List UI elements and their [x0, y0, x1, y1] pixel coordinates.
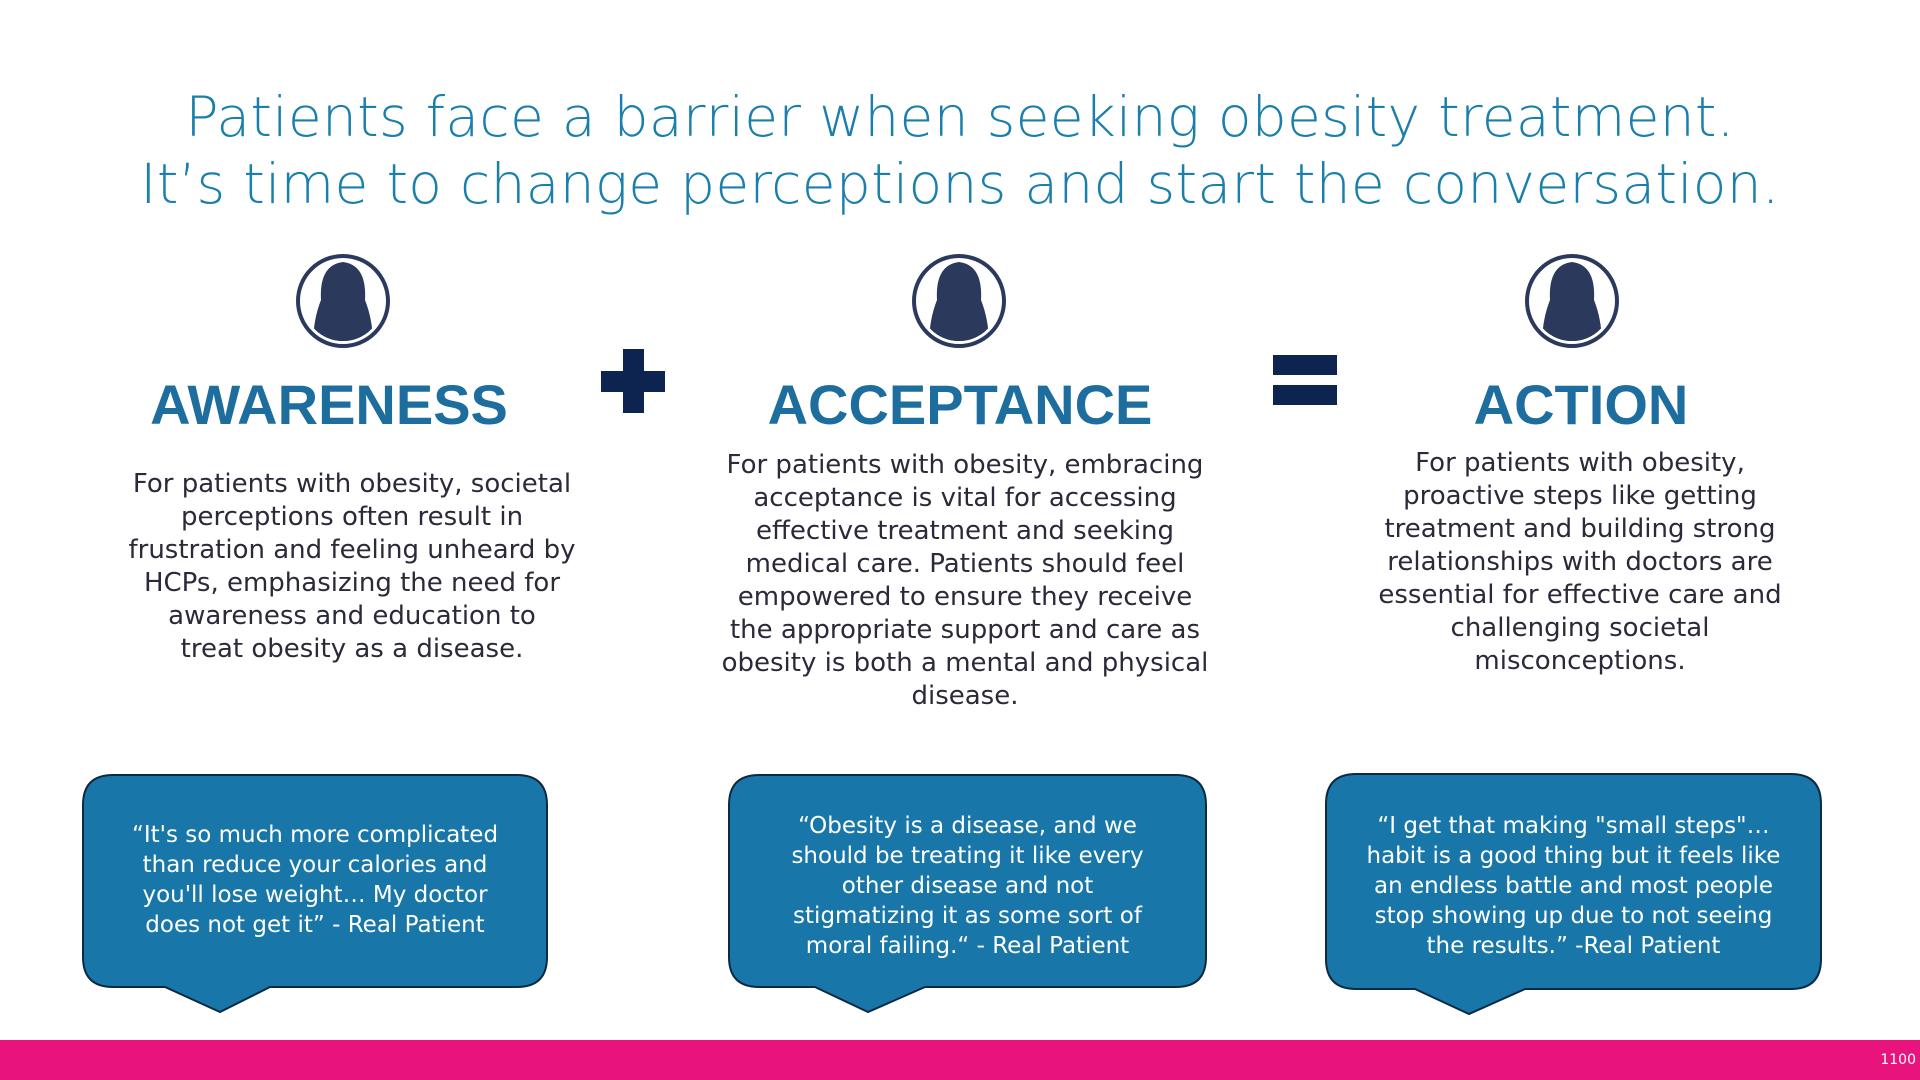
column-body: For patients with obesity, proactive step… — [1300, 447, 1860, 678]
body-line: For patients with obesity, — [1415, 448, 1745, 478]
body-line: For patients with obesity, societal — [132, 469, 572, 499]
title-line: Patients face a barrier when seeking obe… — [185, 85, 1735, 149]
patient-quote: “It's so much more complicated than reduc… — [113, 820, 517, 940]
body-line: treat obesity as a disease. — [180, 634, 524, 664]
body-line: perceptions often result in — [180, 502, 524, 532]
quote-line: an endless battle and most people — [1373, 873, 1774, 899]
quote-line: “It's so much more complicated — [131, 822, 499, 848]
body-line: challenging societal — [1450, 613, 1710, 643]
quote-line: does not get it” - Real Patient — [145, 912, 485, 938]
patient-quote: “I get that making "small steps"… habit i… — [1356, 811, 1791, 961]
title-line: It’s time to change perceptions and star… — [140, 152, 1780, 216]
quote-line: the results.” -Real Patient — [1426, 933, 1721, 959]
body-line: proactive steps like getting — [1403, 481, 1757, 511]
body-line: medical care. Patients should feel — [745, 549, 1185, 579]
body-line: misconceptions. — [1474, 646, 1686, 676]
equals-sign — [1273, 355, 1337, 405]
body-line: For patients with obesity, embracing — [726, 450, 1204, 480]
quote-line: “Obesity is a disease, and we — [798, 813, 1137, 839]
person-icon — [912, 254, 1006, 348]
body-line: empowered to ensure they receive — [737, 582, 1193, 612]
person-icon — [296, 254, 390, 348]
icons — [296, 254, 1619, 348]
quote-line: other disease and not — [841, 873, 1094, 899]
quote-line: stop showing up due to not seeing — [1374, 903, 1773, 929]
body-line: essential for effective care and — [1378, 580, 1782, 610]
body-line: effective treatment and seeking — [756, 516, 1174, 546]
quote-line: you'll lose weight… My doctor — [142, 882, 488, 908]
quote-line: moral failing.“ - Real Patient — [805, 933, 1130, 959]
column-heading: ACCEPTANCE — [767, 373, 1153, 436]
column-heading: ACTION — [1473, 373, 1689, 436]
body-line: disease. — [911, 681, 1019, 711]
body-line: obesity is both a mental and physical — [721, 648, 1209, 678]
body-line: frustration and feeling unheard by — [128, 535, 576, 565]
column-heading: AWARENESS — [150, 373, 508, 436]
plus-sign — [601, 349, 665, 413]
quote-line: “I get that making "small steps"… — [1377, 813, 1770, 839]
quote-line: should be treating it like every — [791, 843, 1144, 869]
body-line: the appropriate support and care as — [729, 615, 1201, 645]
body-line: treatment and building strong — [1384, 514, 1776, 544]
column-body: For patients with obesity, embracing acce… — [685, 449, 1245, 713]
quote-line: than reduce your calories and — [142, 852, 488, 878]
column-body: For patients with obesity, societal perce… — [72, 468, 632, 666]
quote-line: habit is a good thing but it feels like — [1366, 843, 1781, 869]
page-number: 1100 — [1880, 1052, 1916, 1068]
person-icon — [1525, 254, 1619, 348]
body-line: awareness and education to — [168, 601, 536, 631]
body-line: HCPs, emphasizing the need for — [143, 568, 561, 598]
footer-bar — [0, 1040, 1920, 1080]
speech-bubbles — [82, 773, 1822, 1016]
body-line: relationships with doctors are — [1387, 547, 1773, 577]
body-line: acceptance is vital for accessing — [753, 483, 1177, 513]
quote-line: stigmatizing it as some sort of — [793, 903, 1142, 929]
patient-quote: “Obesity is a disease, and we should be t… — [759, 811, 1176, 961]
title: Patients face a barrier when seeking obe… — [0, 84, 1920, 218]
